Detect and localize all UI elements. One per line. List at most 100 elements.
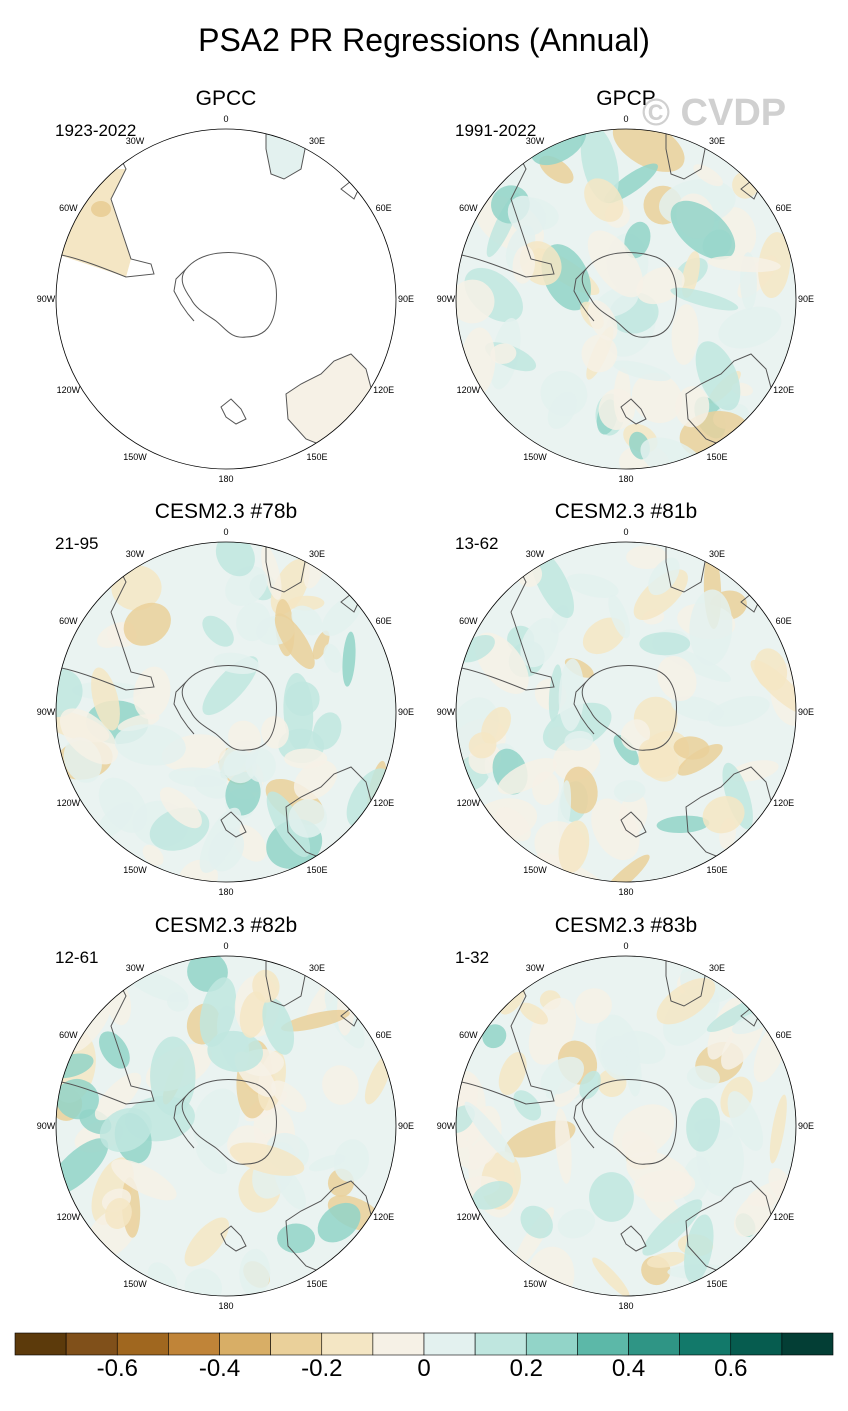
longitude-label: 30W: [525, 549, 545, 560]
longitude-label: 0: [223, 941, 229, 951]
longitude-label: 60W: [59, 1030, 78, 1040]
panel-period: 1991-2022: [455, 121, 537, 140]
longitude-label: 150W: [123, 451, 147, 462]
panel-title: GPCC: [195, 87, 257, 110]
longitude-label: 150E: [306, 864, 328, 875]
longitude-label: 60E: [775, 203, 792, 213]
longitude-label: 150W: [523, 451, 547, 462]
colorbar-swatch: [372, 1332, 425, 1356]
longitude-label: 90E: [397, 1121, 415, 1131]
longitude-label: 120E: [373, 1212, 395, 1222]
colorbar-tick-label: 0.4: [611, 1355, 646, 1382]
colorbar-swatch: [628, 1332, 680, 1356]
longitude-label: 120E: [773, 798, 795, 808]
longitude-label: 150W: [123, 1278, 147, 1289]
longitude-label: 0: [623, 527, 629, 537]
colorbar-swatch: [14, 1332, 67, 1356]
colorbar-swatch: [168, 1332, 220, 1356]
polar-map-4: [455, 541, 797, 883]
longitude-label: 180: [618, 887, 634, 897]
colorbar-tick-label: 0: [417, 1355, 431, 1382]
colorbar-swatch: [525, 1332, 578, 1356]
longitude-label: 60E: [375, 616, 392, 626]
longitude-label: 180: [618, 474, 634, 484]
longitude-label: 0: [623, 941, 629, 951]
longitude-label: 60W: [459, 203, 478, 213]
longitude-label: 150E: [706, 1278, 728, 1289]
longitude-label: 120E: [373, 798, 395, 808]
polar-map-1: [55, 128, 397, 470]
colorbar-tick-label: -0.2: [301, 1355, 343, 1382]
longitude-label: 120E: [773, 385, 795, 395]
longitude-label: 120W: [56, 798, 81, 808]
colorbar-swatch: [219, 1332, 271, 1356]
longitude-label: 30W: [125, 963, 145, 974]
longitude-label: 60E: [375, 203, 392, 213]
longitude-label: 30E: [308, 549, 326, 560]
longitude-label: 90E: [797, 707, 815, 717]
watermark: © CVDP: [642, 92, 787, 134]
longitude-label: 150E: [706, 451, 728, 462]
longitude-label: 90W: [436, 294, 456, 304]
panel-title: GPCP: [596, 87, 656, 110]
longitude-label: 30E: [708, 963, 726, 974]
colorbar-swatch: [781, 1332, 834, 1356]
longitude-label: 0: [223, 114, 229, 124]
longitude-label: 90W: [36, 707, 56, 717]
longitude-label: 30W: [525, 136, 545, 147]
longitude-label: 150E: [306, 1278, 328, 1289]
longitude-label: 90W: [436, 707, 456, 717]
colorbar-swatch: [116, 1332, 169, 1356]
longitude-label: 120E: [373, 385, 395, 395]
polar-map-5: [55, 955, 397, 1297]
longitude-label: 0: [623, 114, 629, 124]
panel-period: 1923-2022: [55, 121, 137, 140]
longitude-label: 60E: [375, 1030, 392, 1040]
colorbar-tick-label: -0.4: [198, 1355, 241, 1382]
colorbar-tick-label: 0.6: [714, 1355, 748, 1382]
longitude-label: 30W: [125, 549, 145, 560]
regression-field: [456, 129, 796, 469]
panel-title: CESM2.3 #81b: [554, 500, 698, 523]
longitude-label: 180: [218, 887, 234, 897]
longitude-label: 30E: [308, 136, 326, 147]
panel-period: 13-62: [455, 534, 499, 553]
longitude-label: 120W: [456, 1212, 481, 1222]
longitude-label: 90E: [397, 707, 415, 717]
panel-period: 1-32: [455, 948, 490, 967]
map-boundary: [55, 128, 397, 470]
longitude-label: 90W: [436, 1121, 456, 1131]
longitude-label: 120E: [773, 1212, 795, 1222]
colorbar-swatch: [474, 1332, 527, 1356]
map-boundary: [455, 955, 797, 1297]
longitude-label: 120W: [56, 385, 81, 395]
longitude-label: 150W: [523, 1278, 547, 1289]
map-boundary: [455, 128, 797, 470]
longitude-label: 30W: [525, 963, 545, 974]
polar-map-3: [55, 541, 397, 883]
longitude-label: 30E: [308, 963, 326, 974]
page-title: PSA2 PR Regressions (Annual): [198, 22, 650, 58]
longitude-label: 150E: [706, 864, 728, 875]
longitude-label: 90E: [397, 294, 415, 304]
colorbar-swatch: [65, 1332, 118, 1356]
longitude-label: 120W: [456, 798, 481, 808]
colorbar-tick-label: -0.6: [96, 1355, 138, 1382]
longitude-label: 60E: [775, 1030, 792, 1040]
panel-period: 21-95: [55, 534, 99, 553]
polar-map-6: [455, 955, 797, 1297]
panel-title: CESM2.3 #83b: [554, 914, 698, 937]
longitude-label: 90W: [36, 294, 56, 304]
longitude-label: 90W: [36, 1121, 56, 1131]
longitude-label: 180: [618, 1301, 634, 1311]
regression-field: [456, 956, 796, 1296]
longitude-label: 60W: [59, 616, 78, 626]
longitude-label: 180: [218, 474, 234, 484]
map-boundary: [55, 955, 397, 1297]
longitude-label: 60W: [59, 203, 78, 213]
longitude-label: 60W: [459, 616, 478, 626]
colorbar-swatch: [270, 1332, 323, 1356]
polar-map-2: [455, 128, 797, 470]
colorbar-swatch: [423, 1332, 476, 1356]
